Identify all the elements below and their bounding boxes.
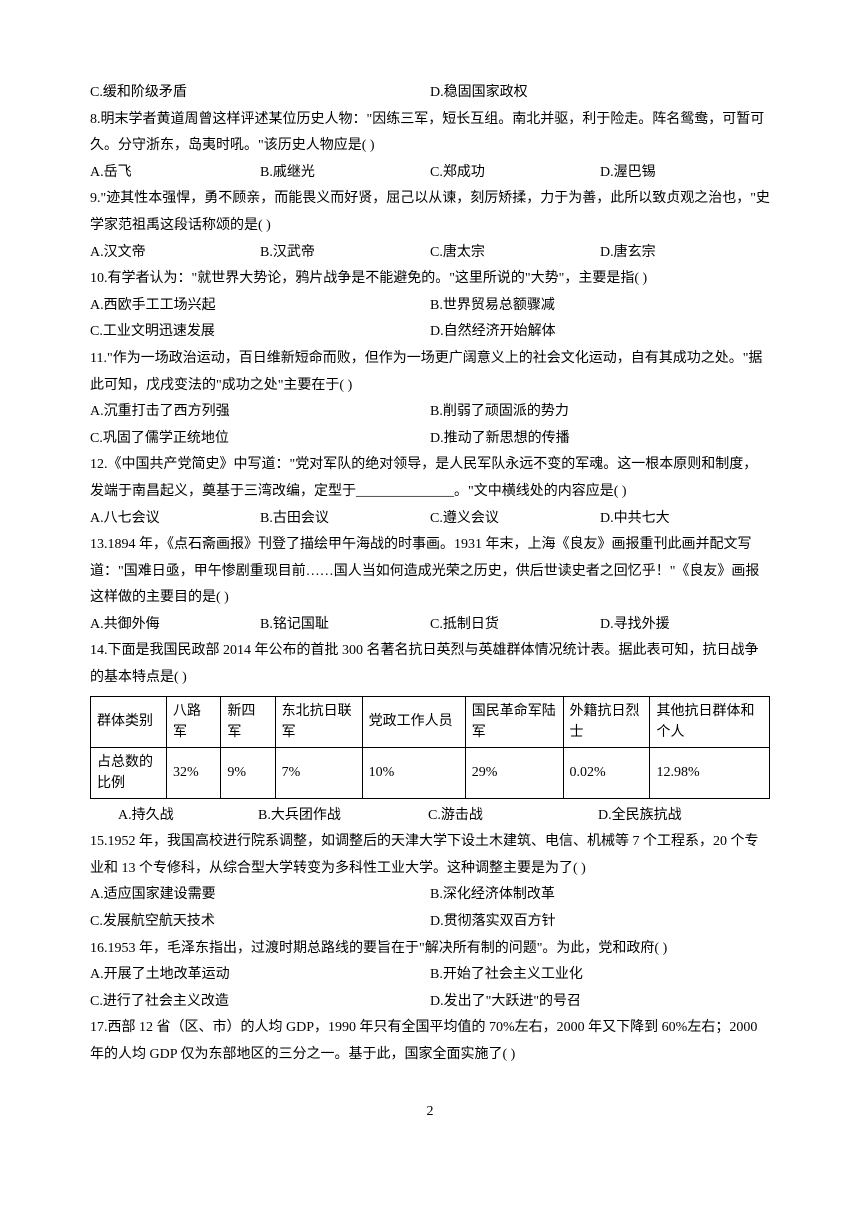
q17-stem: 17.西部 12 省（区、市）的人均 GDP，1990 年只有全国平均值的 70… xyxy=(90,1015,770,1068)
q9-c: C.唐太宗 xyxy=(430,240,600,267)
q14-stem: 14.下面是我国民政部 2014 年公布的首批 300 名著名抗日英烈与英雄群体… xyxy=(90,638,770,691)
val-3: 10% xyxy=(362,747,465,798)
q14-c: C.游击战 xyxy=(428,803,598,830)
q10-options-r1: A.西欧手工工场兴起 B.世界贸易总额骤减 xyxy=(90,293,770,320)
q7-options-row2: C.缓和阶级矛盾 D.稳固国家政权 xyxy=(90,80,770,107)
q11-b: B.削弱了顽固派的势力 xyxy=(430,399,770,426)
q13-options: A.共御外侮 B.铭记国耻 C.抵制日货 D.寻找外援 xyxy=(90,612,770,639)
q9-stem: 9."迹其性本强悍，勇不顾亲，而能畏义而好贤，屈己以从谏，刻厉矫揉，力于为善，此… xyxy=(90,186,770,239)
val-0: 32% xyxy=(167,747,221,798)
th-1: 八路军 xyxy=(167,696,221,747)
th-4: 党政工作人员 xyxy=(362,696,465,747)
val-6: 12.98% xyxy=(650,747,770,798)
th-6: 外籍抗日烈士 xyxy=(563,696,650,747)
q12-c: C.遵义会议 xyxy=(430,506,600,533)
q10-d: D.自然经济开始解体 xyxy=(430,319,770,346)
q9-options: A.汉文帝 B.汉武帝 C.唐太宗 D.唐玄宗 xyxy=(90,240,770,267)
q14-table: 群体类别 八路军 新四军 东北抗日联军 党政工作人员 国民革命军陆军 外籍抗日烈… xyxy=(90,696,770,799)
q16-d: D.发出了"大跃进"的号召 xyxy=(430,989,770,1016)
q12-stem-part2: 。"文中横线处的内容应是( ) xyxy=(454,484,627,499)
q10-options-r2: C.工业文明迅速发展 D.自然经济开始解体 xyxy=(90,319,770,346)
q16-stem: 16.1953 年，毛泽东指出，过渡时期总路线的要旨在于"解决所有制的问题"。为… xyxy=(90,936,770,963)
q11-c: C.巩固了儒学正统地位 xyxy=(90,426,430,453)
q11-a: A.沉重打击了西方列强 xyxy=(90,399,430,426)
q16-a: A.开展了土地改革运动 xyxy=(90,962,430,989)
q15-d: D.贯彻落实双百方针 xyxy=(430,909,770,936)
q12-d: D.中共七大 xyxy=(600,506,770,533)
q9-b: B.汉武帝 xyxy=(260,240,430,267)
q12-options: A.八七会议 B.古田会议 C.遵义会议 D.中共七大 xyxy=(90,506,770,533)
q8-a: A.岳飞 xyxy=(90,160,260,187)
th-5: 国民革命军陆军 xyxy=(465,696,563,747)
q13-stem: 13.1894 年，《点石斋画报》刊登了描绘甲午海战的时事画。1931 年末，上… xyxy=(90,532,770,612)
q14-d: D.全民族抗战 xyxy=(598,803,768,830)
q16-options-r2: C.进行了社会主义改造 D.发出了"大跃进"的号召 xyxy=(90,989,770,1016)
q16-options-r1: A.开展了土地改革运动 B.开始了社会主义工业化 xyxy=(90,962,770,989)
q14-b: B.大兵团作战 xyxy=(258,803,428,830)
q7-option-c: C.缓和阶级矛盾 xyxy=(90,80,430,107)
rowlabel: 占总数的比例 xyxy=(91,747,167,798)
q12-b: B.古田会议 xyxy=(260,506,430,533)
table-row: 占总数的比例 32% 9% 7% 10% 29% 0.02% 12.98% xyxy=(91,747,770,798)
q10-c: C.工业文明迅速发展 xyxy=(90,319,430,346)
q13-a: A.共御外侮 xyxy=(90,612,260,639)
q15-a: A.适应国家建设需要 xyxy=(90,882,430,909)
q11-d: D.推动了新思想的传播 xyxy=(430,426,770,453)
q14-a: A.持久战 xyxy=(118,803,258,830)
th-3: 东北抗日联军 xyxy=(275,696,362,747)
q10-b: B.世界贸易总额骤减 xyxy=(430,293,770,320)
q9-d: D.唐玄宗 xyxy=(600,240,770,267)
q15-options-r1: A.适应国家建设需要 B.深化经济体制改革 xyxy=(90,882,770,909)
th-2: 新四军 xyxy=(221,696,275,747)
q15-c: C.发展航空航天技术 xyxy=(90,909,430,936)
q12-a: A.八七会议 xyxy=(90,506,260,533)
q7-option-d: D.稳固国家政权 xyxy=(430,80,770,107)
q16-c: C.进行了社会主义改造 xyxy=(90,989,430,1016)
q15-b: B.深化经济体制改革 xyxy=(430,882,770,909)
q13-c: C.抵制日货 xyxy=(430,612,600,639)
q8-c: C.郑成功 xyxy=(430,160,600,187)
q9-a: A.汉文帝 xyxy=(90,240,260,267)
page-number: 2 xyxy=(90,1099,770,1126)
q16-b: B.开始了社会主义工业化 xyxy=(430,962,770,989)
q10-stem: 10.有学者认为："就世界大势论，鸦片战争是不能避免的。"这里所说的"大势"，主… xyxy=(90,266,770,293)
q13-d: D.寻找外援 xyxy=(600,612,770,639)
q12-stem: 12.《中国共产党简史》中写道："党对军队的绝对领导，是人民军队永远不变的军魂。… xyxy=(90,452,770,505)
q10-a: A.西欧手工工场兴起 xyxy=(90,293,430,320)
q15-options-r2: C.发展航空航天技术 D.贯彻落实双百方针 xyxy=(90,909,770,936)
val-4: 29% xyxy=(465,747,563,798)
q15-stem: 15.1952 年，我国高校进行院系调整，如调整后的天津大学下设土木建筑、电信、… xyxy=(90,829,770,882)
table-row: 群体类别 八路军 新四军 东北抗日联军 党政工作人员 国民革命军陆军 外籍抗日烈… xyxy=(91,696,770,747)
q12-blank: ______________ xyxy=(356,484,454,499)
q8-options: A.岳飞 B.戚继光 C.郑成功 D.渥巴锡 xyxy=(90,160,770,187)
val-5: 0.02% xyxy=(563,747,650,798)
q8-d: D.渥巴锡 xyxy=(600,160,770,187)
q8-b: B.戚继光 xyxy=(260,160,430,187)
val-1: 9% xyxy=(221,747,275,798)
q11-stem: 11."作为一场政治运动，百日维新短命而败，但作为一场更广阔意义上的社会文化运动… xyxy=(90,346,770,399)
q8-stem: 8.明末学者黄道周曾这样评述某位历史人物："因练三军，短长互组。南北并驱，利于险… xyxy=(90,107,770,160)
q11-options-r2: C.巩固了儒学正统地位 D.推动了新思想的传播 xyxy=(90,426,770,453)
q11-options-r1: A.沉重打击了西方列强 B.削弱了顽固派的势力 xyxy=(90,399,770,426)
val-2: 7% xyxy=(275,747,362,798)
q13-b: B.铭记国耻 xyxy=(260,612,430,639)
th-7: 其他抗日群体和个人 xyxy=(650,696,770,747)
th-0: 群体类别 xyxy=(91,696,167,747)
q14-options: A.持久战 B.大兵团作战 C.游击战 D.全民族抗战 xyxy=(118,803,770,830)
